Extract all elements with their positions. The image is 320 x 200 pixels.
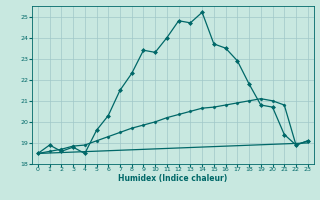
X-axis label: Humidex (Indice chaleur): Humidex (Indice chaleur) bbox=[118, 174, 228, 183]
